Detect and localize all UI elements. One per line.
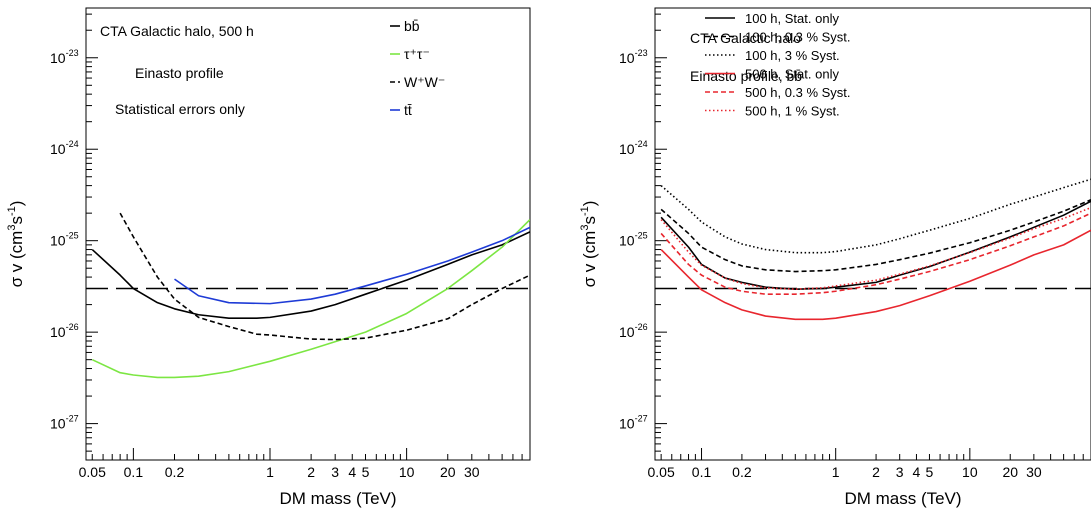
y-tick-exponent: -26 — [635, 322, 648, 332]
legend-label: 500 h, 1 % Syst. — [745, 104, 840, 119]
y-tick-exponent: -25 — [635, 231, 648, 241]
x-axis-label: DM mass (TeV) — [844, 489, 961, 508]
series-line-6 — [660, 206, 1091, 290]
plot-area — [660, 178, 1091, 321]
y-tick-label: 10-25 — [619, 231, 648, 249]
y-tick-label: 10-23 — [619, 48, 648, 66]
x-tick-label: 0.2 — [165, 464, 185, 480]
y-tick-label: 10-23 — [50, 48, 79, 66]
y-tick-base: 10 — [50, 141, 66, 157]
y-axis-label: σ v (cm3s-1) — [6, 201, 26, 288]
y-tick-exponent: -27 — [66, 414, 79, 424]
y-axis-label-part: s — [7, 216, 26, 225]
x-tick-label: 20 — [1002, 464, 1018, 480]
y-tick-base: 10 — [619, 50, 635, 66]
series-line-3 — [119, 212, 530, 341]
y-tick-label: 10-27 — [619, 414, 648, 432]
y-axis-label-part: ) — [580, 201, 599, 207]
legend-label: 500 h, Stat. only — [745, 67, 839, 82]
legend-label: 100 h, Stat. only — [745, 11, 839, 26]
x-tick-label: 1 — [832, 464, 840, 480]
series-line-2 — [91, 219, 530, 379]
legend-label: 500 h, 0.3 % Syst. — [745, 85, 851, 100]
x-tick-label: 2 — [307, 464, 315, 480]
y-axis-label-sup: 3 — [6, 225, 18, 231]
y-axis-label: σ v (cm3s-1) — [579, 201, 599, 288]
x-tick-label: 4 — [913, 464, 921, 480]
x-tick-label: 1 — [266, 464, 274, 480]
series-line-1 — [91, 231, 530, 320]
chart-panel-2: 0.05 0.1 0.2 1 2 3 4 5 10 20 3010-2710-2610-2510-2… — [579, 7, 1091, 508]
y-tick-base: 10 — [619, 324, 635, 340]
y-axis-label-part: σ v (cm — [7, 231, 26, 288]
x-tick-label: 10 — [399, 464, 415, 480]
y-tick-exponent: -24 — [635, 139, 648, 149]
y-tick-label: 10-26 — [619, 322, 648, 340]
x-tick-label: 10 — [962, 464, 978, 480]
x-tick-label: 0.1 — [124, 464, 144, 480]
x-tick-label: 5 — [362, 464, 370, 480]
x-tick-label: 5 — [926, 464, 934, 480]
y-tick-exponent: -23 — [635, 48, 648, 58]
plot-area — [91, 212, 530, 379]
legend-label: τ⁺τ⁻ — [404, 46, 430, 62]
y-tick-base: 10 — [619, 233, 635, 249]
y-tick-base: 10 — [50, 50, 66, 66]
y-tick-base: 10 — [619, 141, 635, 157]
x-tick-label: 0.2 — [732, 464, 752, 480]
legend-label: bb̄ — [404, 18, 420, 34]
y-tick-label: 10-25 — [50, 231, 79, 249]
legend-label: tt̄ — [404, 102, 412, 118]
y-axis-label-sup: -1 — [579, 206, 591, 216]
series-line-4 — [660, 229, 1091, 321]
x-tick-label: 0.1 — [692, 464, 712, 480]
y-axis-label-part: s — [580, 216, 599, 225]
chart-panel-1: 0.05 0.1 0.2 1 2 3 4 5 10 20 3010-2710-2610-2510-2… — [6, 7, 531, 508]
legend-label: W⁺W⁻ — [404, 74, 445, 90]
x-tick-label: 3 — [331, 464, 339, 480]
y-tick-base: 10 — [50, 324, 66, 340]
y-tick-base: 10 — [50, 416, 66, 432]
y-tick-base: 10 — [50, 233, 66, 249]
series-line-5 — [660, 212, 1091, 295]
y-axis-label-sup: -1 — [6, 206, 18, 216]
x-tick-label: 30 — [464, 464, 480, 480]
legend-label: 100 h, 0.3 % Syst. — [745, 30, 851, 45]
annotation-text: Statistical errors only — [115, 101, 245, 117]
x-tick-label: 2 — [872, 464, 880, 480]
series-line-1 — [660, 200, 1091, 290]
legend-label: 100 h, 3 % Syst. — [745, 48, 840, 63]
x-tick-label: 30 — [1026, 464, 1042, 480]
y-tick-exponent: -25 — [66, 231, 79, 241]
x-tick-label: 3 — [896, 464, 904, 480]
y-tick-exponent: -26 — [66, 322, 79, 332]
y-axis-label-sup: 3 — [579, 225, 591, 231]
plot-frame — [85, 7, 531, 461]
x-axis-label: DM mass (TeV) — [279, 489, 396, 508]
x-tick-label: 0.05 — [648, 464, 675, 480]
y-axis-label-part: ) — [7, 201, 26, 207]
y-tick-exponent: -27 — [635, 414, 648, 424]
annotation-text: CTA Galactic halo, 500 h — [100, 23, 254, 39]
annotation-text: CTA Galactic halo — [690, 30, 801, 46]
y-tick-label: 10-24 — [619, 139, 648, 157]
x-tick-label: 4 — [348, 464, 356, 480]
series-line-2 — [660, 199, 1091, 273]
series-line-4 — [174, 226, 530, 305]
x-tick-label: 20 — [440, 464, 456, 480]
y-tick-label: 10-27 — [50, 414, 79, 432]
y-tick-label: 10-24 — [50, 139, 79, 157]
y-axis-label-part: σ v (cm — [580, 231, 599, 288]
y-tick-base: 10 — [619, 416, 635, 432]
x-tick-label: 0.05 — [79, 464, 106, 480]
series-line-3 — [660, 178, 1091, 254]
annotation-text: Einasto profile, bb̄ — [690, 68, 802, 84]
plot-frame — [654, 7, 1091, 461]
y-tick-exponent: -23 — [66, 48, 79, 58]
annotation-text: Einasto profile — [135, 65, 224, 81]
y-tick-exponent: -24 — [66, 139, 79, 149]
y-tick-label: 10-26 — [50, 322, 79, 340]
